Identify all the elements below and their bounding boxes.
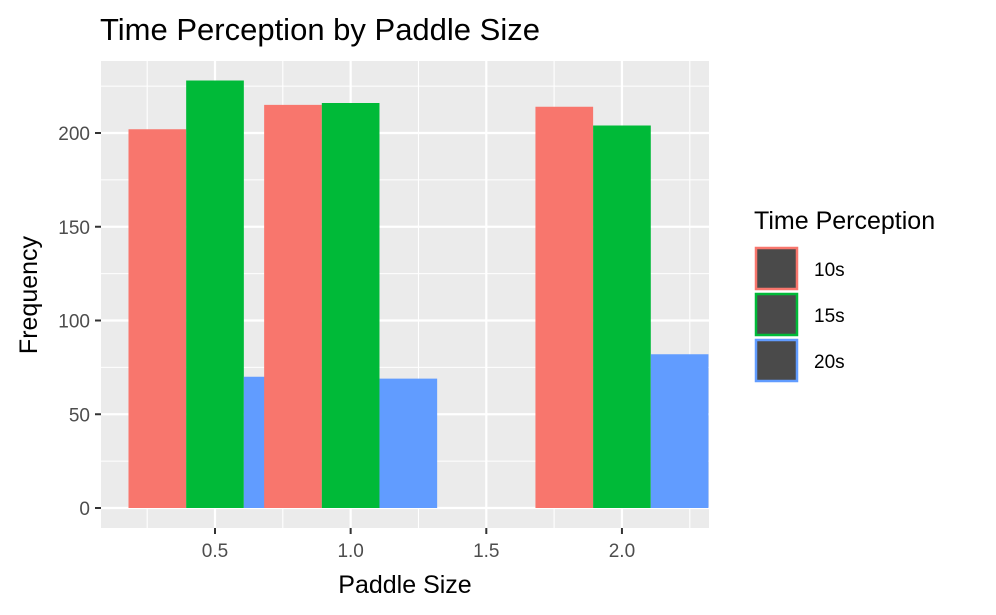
y-tick-label: 0 — [79, 499, 90, 520]
bar-10s-2 — [535, 106, 594, 508]
bar-10s-0.5 — [128, 129, 187, 508]
bar-20s-2 — [650, 354, 709, 508]
legend-label-15s: 15s — [814, 306, 845, 327]
bar-10s-1 — [264, 104, 322, 508]
legend-items: 10s 15s 20s — [754, 246, 845, 383]
x-axis: 0.5 1.0 1.5 2.0 — [202, 528, 635, 562]
x-axis-title: Paddle Size — [338, 571, 471, 599]
y-tick-label: 150 — [58, 218, 90, 239]
x-tick-label: 0.5 — [202, 541, 228, 562]
x-tick-label: 2.0 — [609, 541, 635, 562]
legend-label-20s: 20s — [814, 352, 845, 373]
bar-15s-1 — [321, 103, 380, 508]
bar-15s-0.5 — [186, 80, 244, 508]
bar-15s-2 — [593, 125, 651, 508]
x-tick-label: 1.0 — [337, 541, 363, 562]
legend: Time Perception 10s 15s 20s — [754, 207, 935, 383]
chart-title: Time Perception by Paddle Size — [100, 12, 540, 47]
legend-title: Time Perception — [754, 207, 935, 235]
y-tick-label: 50 — [69, 405, 90, 426]
legend-swatch-15s — [754, 292, 799, 337]
bars — [128, 80, 709, 508]
x-tick-label: 1.5 — [473, 541, 499, 562]
bar-20s-1 — [379, 378, 438, 508]
legend-swatch-10s — [754, 246, 799, 291]
y-tick-label: 200 — [58, 124, 90, 145]
y-axis: 0 50 100 150 200 — [58, 124, 101, 520]
legend-swatch-20s — [754, 338, 799, 383]
y-tick-label: 100 — [58, 312, 90, 333]
y-axis-title: Frequency — [15, 235, 43, 354]
legend-label-10s: 10s — [814, 260, 845, 281]
